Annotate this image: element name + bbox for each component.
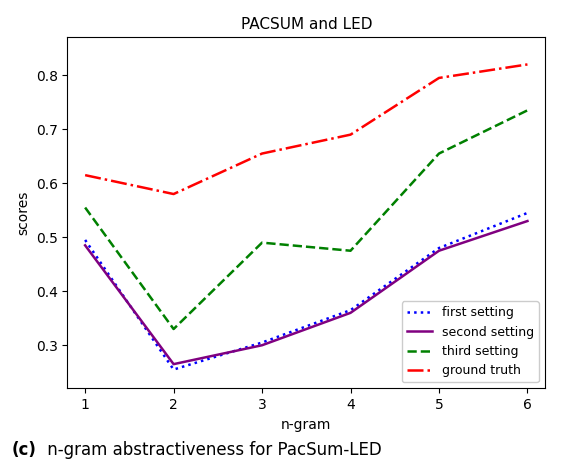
Title: PACSUM and LED: PACSUM and LED (241, 17, 372, 32)
second setting (436, 248, 442, 254)
Y-axis label: scores: scores (16, 191, 30, 235)
third setting (524, 108, 531, 113)
ground truth (259, 151, 265, 156)
second setting (347, 310, 354, 315)
Line: ground truth: ground truth (85, 65, 528, 194)
third setting (259, 240, 265, 245)
first setting (524, 210, 531, 216)
X-axis label: n-gram: n-gram (281, 418, 332, 431)
ground truth (436, 75, 442, 81)
Text: n-gram abstractiveness for PacSum-LED: n-gram abstractiveness for PacSum-LED (42, 441, 382, 459)
Line: third setting: third setting (85, 110, 528, 329)
first setting (347, 307, 354, 313)
third setting (436, 151, 442, 156)
first setting (81, 237, 88, 243)
first setting (170, 367, 177, 373)
second setting (170, 361, 177, 367)
ground truth (524, 62, 531, 67)
second setting (259, 343, 265, 348)
Line: first setting: first setting (85, 213, 528, 370)
ground truth (347, 132, 354, 138)
third setting (81, 205, 88, 210)
third setting (170, 326, 177, 332)
Legend: first setting, second setting, third setting, ground truth: first setting, second setting, third set… (402, 301, 539, 382)
third setting (347, 248, 354, 254)
first setting (436, 245, 442, 251)
first setting (259, 340, 265, 345)
second setting (524, 218, 531, 224)
Line: second setting: second setting (85, 221, 528, 364)
ground truth (170, 191, 177, 197)
ground truth (81, 172, 88, 178)
Text: (c): (c) (11, 441, 36, 459)
second setting (81, 242, 88, 248)
